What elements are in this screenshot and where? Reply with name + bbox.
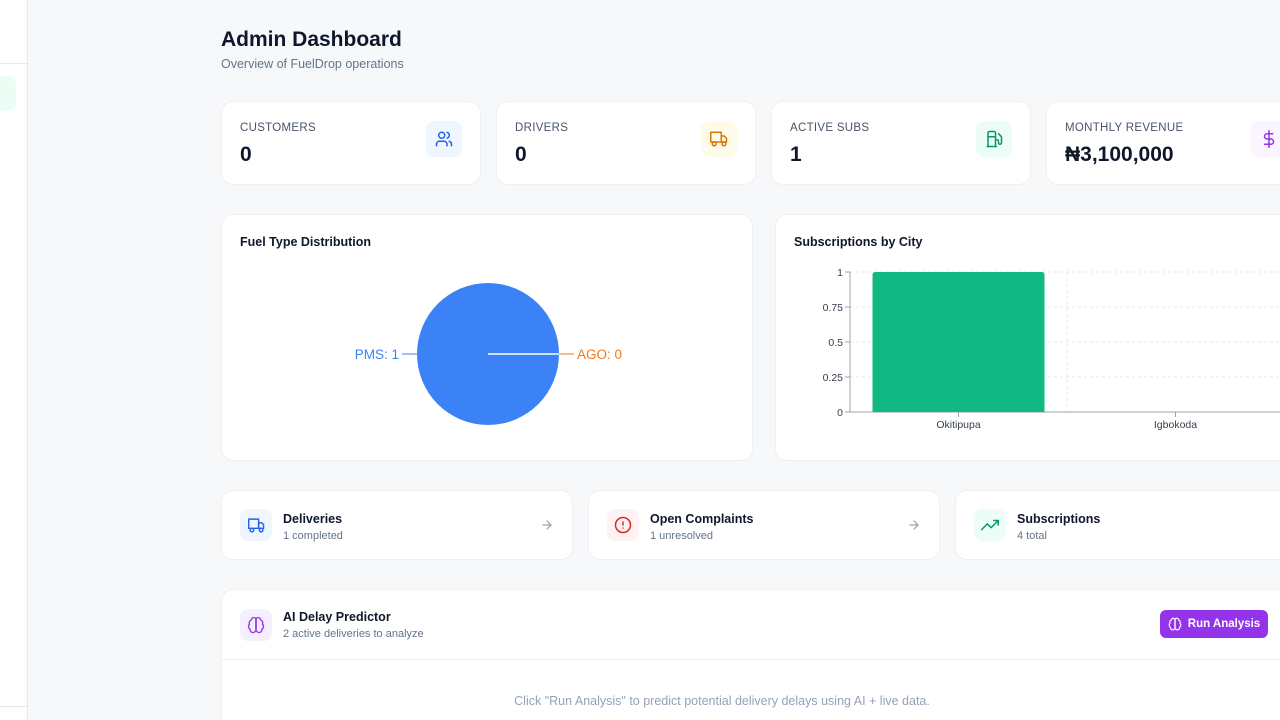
x-tick-label: Okitipupa — [936, 419, 981, 431]
subscriptions-by-city-chart-card: Subscriptions by City 0 0.25 0.5 0.75 1 Okiti… — [775, 214, 1280, 461]
users-icon — [426, 121, 462, 157]
stat-card-active-subs: ACTIVE SUBS 1 — [771, 101, 1031, 185]
dollar-icon — [1251, 121, 1280, 157]
card-subtitle: 1 completed — [283, 530, 343, 542]
y-tick-label: 0.75 — [823, 302, 844, 314]
stat-value: ₦3,100,000 — [1065, 143, 1174, 166]
stat-value: 0 — [240, 143, 252, 166]
card-subtitle: 4 total — [1017, 530, 1047, 542]
brain-icon — [240, 609, 272, 641]
arrow-right-icon[interactable] — [540, 518, 554, 532]
run-analysis-button[interactable]: Run Analysis — [1160, 610, 1268, 638]
ai-subtitle: 2 active deliveries to analyze — [283, 628, 424, 640]
sidebar-divider — [0, 63, 27, 64]
divider — [222, 659, 1280, 660]
deliveries-card[interactable]: Deliveries 1 completed — [221, 490, 573, 560]
truck-icon — [240, 509, 272, 541]
run-analysis-label: Run Analysis — [1187, 618, 1261, 630]
card-title: Deliveries — [283, 512, 343, 526]
ai-title: AI Delay Predictor — [283, 610, 391, 624]
y-tick-label: 0.25 — [823, 372, 844, 384]
y-tick-label: 1 — [837, 267, 843, 279]
y-tick-label: 0 — [837, 407, 843, 419]
stat-label: ACTIVE SUBS — [790, 122, 870, 134]
sidebar — [0, 0, 28, 720]
fuel-type-pie-chart: PMS: 1 AGO: 0 — [355, 283, 622, 425]
stat-card-customers: CUSTOMERS 0 — [221, 101, 481, 185]
page-title: Admin Dashboard — [221, 28, 402, 51]
stat-label: DRIVERS — [515, 122, 569, 134]
chart-title: Subscriptions by City — [794, 235, 923, 249]
stat-value: 1 — [790, 143, 802, 166]
fuel-type-chart-card: Fuel Type Distribution PMS: 1 AGO: 0 — [221, 214, 753, 461]
stat-card-monthly-revenue: MONTHLY REVENUE ₦3,100,000 — [1046, 101, 1280, 185]
pie-label-ago: AGO: 0 — [577, 347, 622, 362]
card-title: Subscriptions — [1017, 512, 1101, 526]
truck-icon — [701, 121, 737, 157]
card-subtitle: 1 unresolved — [650, 530, 713, 542]
stat-value: 0 — [515, 143, 527, 166]
chart-title: Fuel Type Distribution — [240, 235, 372, 249]
brain-icon — [1168, 617, 1182, 631]
alert-circle-icon — [607, 509, 639, 541]
fuel-pump-icon — [976, 121, 1012, 157]
ai-delay-predictor-card: AI Delay Predictor 2 active deliveries t… — [221, 589, 1280, 720]
ai-hint-text: Click "Run Analysis" to predict potentia… — [514, 694, 930, 708]
card-title: Open Complaints — [650, 512, 754, 526]
stat-card-drivers: DRIVERS 0 — [496, 101, 756, 185]
trending-up-icon — [974, 509, 1006, 541]
sidebar-item-active[interactable] — [0, 76, 16, 111]
sidebar-divider — [0, 706, 27, 707]
page-subtitle: Overview of FuelDrop operations — [221, 57, 404, 71]
pie-label-pms: PMS: 1 — [355, 347, 399, 362]
stat-label: MONTHLY REVENUE — [1065, 122, 1184, 134]
y-tick-label: 0.5 — [828, 337, 843, 349]
arrow-right-icon[interactable] — [907, 518, 921, 532]
subscriptions-bar-chart: 0 0.25 0.5 0.75 1 Okitipupa Igbokoda — [823, 267, 1280, 431]
x-tick-label: Igbokoda — [1154, 419, 1197, 431]
bar-okitipupa — [872, 272, 1045, 412]
open-complaints-card[interactable]: Open Complaints 1 unresolved — [588, 490, 940, 560]
stat-label: CUSTOMERS — [240, 122, 316, 134]
subscriptions-card[interactable]: Subscriptions 4 total — [955, 490, 1280, 560]
